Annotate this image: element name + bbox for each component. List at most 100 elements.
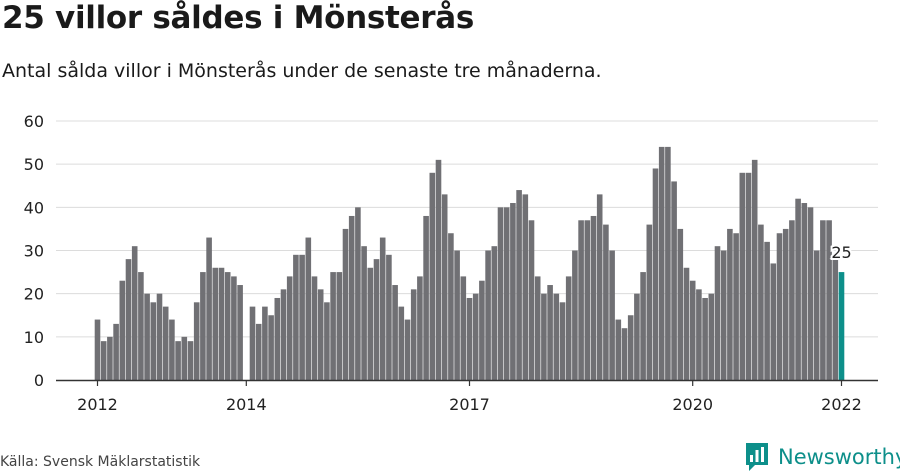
bar: [113, 323, 119, 380]
bar: [218, 267, 225, 380]
bar: [559, 302, 566, 380]
bar: [627, 315, 634, 380]
brand-name: Newsworthy: [778, 445, 900, 469]
bar: [386, 254, 392, 380]
bar: [200, 272, 206, 380]
bar: [801, 203, 808, 380]
bar: [528, 220, 535, 380]
bar: [206, 237, 212, 380]
bar: [237, 285, 243, 380]
bar: [516, 190, 522, 380]
bar: [268, 315, 274, 380]
bar: [708, 293, 715, 380]
bar: [696, 289, 702, 380]
bar: [336, 272, 343, 380]
bar: [838, 272, 845, 380]
bar: [782, 228, 789, 380]
bar: [373, 259, 380, 380]
bar: [609, 250, 615, 380]
bar: [342, 228, 349, 380]
x-tick-label: 2014: [226, 395, 267, 414]
bar: [305, 237, 312, 380]
bar: [776, 233, 783, 380]
bar: [392, 285, 398, 380]
bar: [119, 280, 126, 380]
bar: [584, 220, 591, 380]
x-tick-label: 2017: [449, 395, 490, 414]
bar: [733, 233, 739, 380]
bar: [169, 319, 175, 380]
bar: [565, 276, 572, 380]
bar: [299, 254, 305, 380]
bar: [522, 194, 529, 380]
bar: [193, 302, 200, 380]
bar: [138, 272, 144, 380]
bar: [596, 194, 603, 380]
bar: [131, 246, 138, 380]
bar: [572, 250, 578, 380]
bar: [727, 228, 733, 380]
bar: [702, 297, 708, 380]
bar: [417, 276, 423, 380]
bar: [367, 267, 374, 380]
bar: [255, 323, 262, 380]
bar: [212, 267, 219, 380]
bar: [410, 289, 417, 380]
bar: [175, 341, 181, 380]
bar: [621, 328, 628, 380]
bar: [640, 272, 646, 380]
bar: [590, 215, 597, 380]
bar: [553, 293, 560, 380]
bar: [714, 246, 721, 380]
bar: [510, 203, 516, 380]
chart-subtitle: Antal sålda villor i Mönsterås under de …: [2, 60, 602, 82]
bar: [286, 276, 293, 380]
bar: [758, 224, 764, 380]
bar: [330, 272, 336, 380]
y-tick-label: 30: [24, 242, 44, 261]
bar: [541, 293, 547, 380]
bar: [224, 272, 231, 380]
bar: [677, 228, 684, 380]
bar: [324, 302, 330, 380]
bar: [665, 146, 671, 380]
bar: [770, 263, 777, 380]
bar: [435, 159, 442, 380]
bar: [751, 159, 758, 380]
bar: [162, 306, 169, 380]
bar: [497, 207, 504, 380]
bar: [361, 246, 367, 380]
bar: [658, 146, 665, 380]
bar: [460, 276, 467, 380]
bar: [479, 280, 485, 380]
bar: [472, 293, 479, 380]
bar: [181, 336, 188, 380]
bar: [280, 289, 287, 380]
bar: [689, 280, 696, 380]
bar: [466, 297, 473, 380]
bar: [355, 207, 361, 380]
bar: [144, 293, 150, 380]
bar: [454, 250, 460, 380]
bar: [156, 293, 163, 380]
bar: [317, 289, 324, 380]
x-tick-label: 2022: [821, 395, 862, 414]
bar: [379, 237, 386, 380]
bar: [646, 224, 653, 380]
bar: [764, 241, 770, 380]
newsworthy-logo: Newsworthy: [744, 442, 900, 472]
bar: [348, 215, 355, 380]
bar: [683, 267, 690, 380]
x-tick-label: 2012: [77, 395, 118, 414]
bar: [603, 224, 609, 380]
y-tick-label: 0: [34, 371, 44, 390]
bar: [249, 306, 256, 380]
bar: [820, 220, 826, 380]
bar: [231, 276, 237, 380]
bar: [491, 246, 498, 380]
bar: [534, 276, 541, 380]
bar: [720, 250, 727, 380]
bar: [404, 319, 411, 380]
bar: [795, 198, 801, 380]
bar: [100, 341, 107, 380]
